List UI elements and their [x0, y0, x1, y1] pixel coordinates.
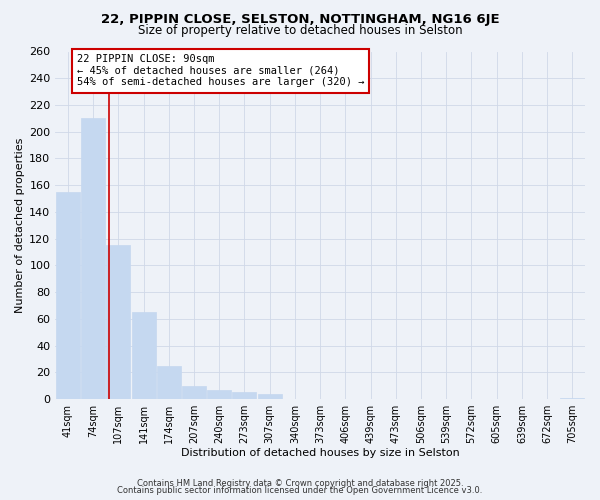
Bar — [258, 394, 281, 399]
Text: Contains public sector information licensed under the Open Government Licence v3: Contains public sector information licen… — [118, 486, 482, 495]
Bar — [207, 390, 231, 399]
Bar — [182, 386, 206, 399]
X-axis label: Distribution of detached houses by size in Selston: Distribution of detached houses by size … — [181, 448, 460, 458]
Bar — [157, 366, 181, 399]
Y-axis label: Number of detached properties: Number of detached properties — [15, 138, 25, 313]
Text: 22 PIPPIN CLOSE: 90sqm
← 45% of detached houses are smaller (264)
54% of semi-de: 22 PIPPIN CLOSE: 90sqm ← 45% of detached… — [77, 54, 364, 88]
Bar — [232, 392, 256, 399]
Bar — [560, 398, 584, 399]
Bar — [131, 312, 155, 399]
Bar — [106, 246, 130, 399]
Bar — [56, 192, 80, 399]
Text: 22, PIPPIN CLOSE, SELSTON, NOTTINGHAM, NG16 6JE: 22, PIPPIN CLOSE, SELSTON, NOTTINGHAM, N… — [101, 12, 499, 26]
Bar — [81, 118, 105, 399]
Text: Size of property relative to detached houses in Selston: Size of property relative to detached ho… — [137, 24, 463, 37]
Text: Contains HM Land Registry data © Crown copyright and database right 2025.: Contains HM Land Registry data © Crown c… — [137, 478, 463, 488]
